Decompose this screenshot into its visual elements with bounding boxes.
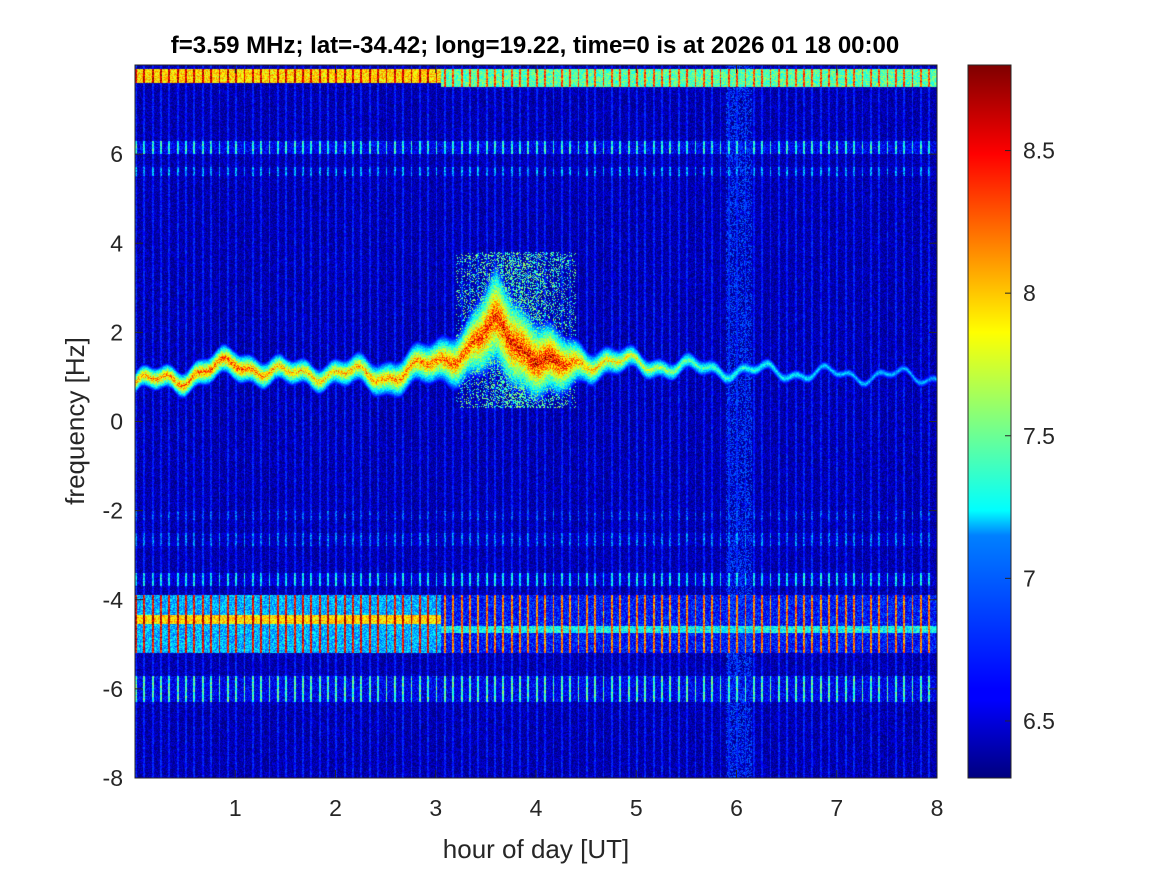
y-tick-label: 4 xyxy=(110,230,123,256)
colorbar-tick-label: 8.5 xyxy=(1023,138,1055,164)
colorbar-tick-label: 8 xyxy=(1023,280,1036,306)
x-tick-label: 7 xyxy=(830,795,843,821)
x-axis-ticks: 1 2 3 4 5 6 7 8 xyxy=(229,65,944,821)
x-tick-label: 5 xyxy=(630,795,643,821)
y-tick-label: -2 xyxy=(103,498,123,524)
colorbar-ticks: 6.5 7 7.5 8 8.5 xyxy=(1005,138,1055,734)
colorbar-tick-label: 7.5 xyxy=(1023,423,1055,449)
y-tick-label: 6 xyxy=(110,141,123,167)
colorbar-gradient xyxy=(968,65,1011,778)
y-tick-label: 0 xyxy=(110,409,123,435)
colorbar-tick-label: 7 xyxy=(1023,565,1036,591)
x-tick-label: 2 xyxy=(329,795,342,821)
spectrogram-heatmap xyxy=(135,65,937,778)
chart-title: f=3.59 MHz; lat=-34.42; long=19.22, time… xyxy=(171,32,899,59)
y-axis-label: frequency [Hz] xyxy=(60,337,90,505)
y-tick-label: -4 xyxy=(103,587,124,613)
y-axis-ticks: -8 -6 -4 -2 0 2 4 6 xyxy=(103,141,937,791)
x-tick-label: 6 xyxy=(730,795,743,821)
x-axis-label: hour of day [UT] xyxy=(443,834,629,864)
plot-area xyxy=(134,64,938,779)
colorbar-frame xyxy=(967,64,1012,779)
x-tick-label: 1 xyxy=(229,795,242,821)
y-tick-label: 2 xyxy=(110,319,123,345)
y-tick-label: -8 xyxy=(103,765,123,791)
x-tick-label: 3 xyxy=(429,795,442,821)
x-tick-label: 4 xyxy=(530,795,543,821)
spectrogram-image-holder xyxy=(135,65,937,778)
colorbar: 6.5 7 7.5 8 8.5 xyxy=(967,64,1055,779)
y-tick-label: -6 xyxy=(103,676,123,702)
x-tick-label: 8 xyxy=(931,795,944,821)
colorbar-tick-label: 6.5 xyxy=(1023,708,1055,734)
